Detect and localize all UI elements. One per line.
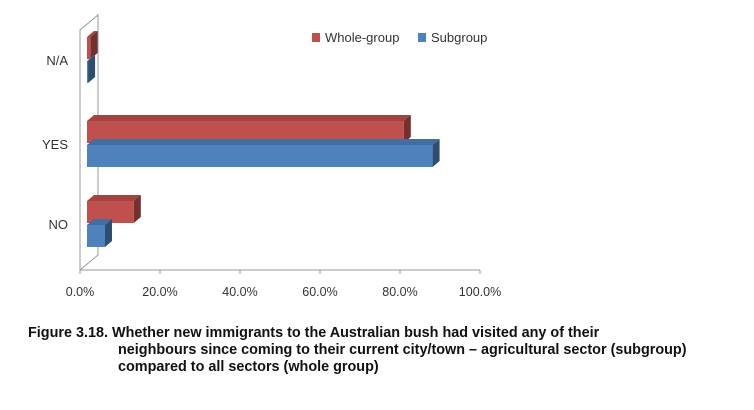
bar-top — [87, 195, 141, 201]
bar-whole-group-no — [87, 195, 141, 223]
legend-label: Subgroup — [431, 30, 487, 45]
bar-side — [90, 31, 98, 59]
bar-front — [87, 145, 433, 167]
x-tick-label: 20.0% — [142, 285, 177, 299]
legend-swatch — [418, 33, 426, 42]
bar-side — [88, 55, 96, 83]
bar-front — [87, 37, 91, 59]
legend-label: Whole-group — [325, 30, 399, 45]
bar-front — [87, 201, 134, 223]
bar-side — [432, 139, 440, 167]
bar-subgroup-yes — [87, 139, 440, 167]
x-axis-ticks: 0.0% 20.0% 40.0% 60.0% 80.0% 100.0% — [66, 270, 501, 299]
category-labels: NO YES N/A — [42, 53, 68, 232]
bars — [87, 31, 440, 247]
bar-whole-group-yes — [87, 115, 411, 143]
legend: Whole-group Subgroup — [312, 30, 487, 45]
figure-caption: Figure 3.18. Whether new immigrants to t… — [28, 325, 738, 376]
bar-front — [87, 225, 105, 247]
x-tick-label: 60.0% — [302, 285, 337, 299]
bar-whole-group-na — [87, 31, 98, 59]
x-tick-label: 0.0% — [66, 285, 95, 299]
caption-rest: neighbours since coming to their current… — [118, 342, 687, 375]
bar-side — [133, 195, 141, 223]
x-tick-label: 100.0% — [459, 285, 501, 299]
bar-front — [87, 61, 89, 83]
bar-front — [87, 121, 404, 143]
category-label: YES — [42, 137, 68, 152]
bar-top — [87, 115, 411, 121]
bar-top — [87, 31, 98, 37]
bar-side — [403, 115, 411, 143]
caption-label: Figure 3.18. — [28, 325, 108, 341]
bar-subgroup-na — [87, 55, 96, 83]
x-tick-label: 80.0% — [382, 285, 417, 299]
category-label: NO — [49, 217, 69, 232]
category-label: N/A — [46, 53, 68, 68]
legend-swatch — [312, 33, 320, 42]
chart: 0.0% 20.0% 40.0% 60.0% 80.0% 100.0% NOYESN/A … — [42, 13, 501, 299]
caption-line-1: Whether new immigrants to the Australian… — [111, 325, 600, 341]
bar-top — [87, 55, 96, 61]
x-tick-label: 40.0% — [222, 285, 257, 299]
bar-side — [105, 219, 112, 247]
floor-edge — [79, 254, 99, 271]
bar-subgroup-no — [87, 219, 112, 247]
bar-top — [87, 219, 112, 225]
bar-top — [87, 139, 440, 145]
